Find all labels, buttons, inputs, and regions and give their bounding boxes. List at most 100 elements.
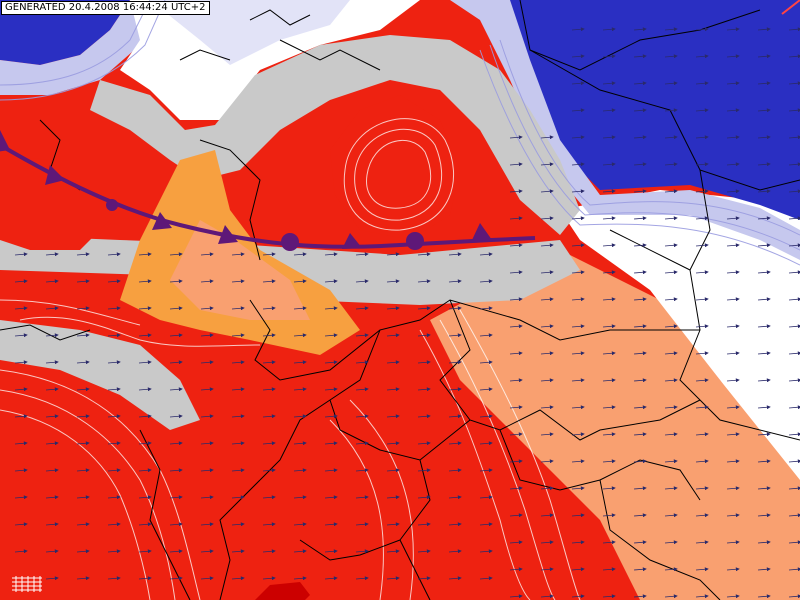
arrow-icon bbox=[664, 486, 678, 491]
arrow-icon bbox=[540, 432, 554, 437]
arrow-icon bbox=[726, 243, 740, 248]
arrow-icon bbox=[571, 351, 585, 356]
arrow-icon bbox=[509, 567, 523, 572]
arrow-icon bbox=[479, 522, 493, 527]
arrow-icon bbox=[695, 135, 709, 140]
arrow-icon bbox=[757, 351, 771, 356]
arrow-icon bbox=[107, 549, 121, 554]
arrow-icon bbox=[293, 441, 307, 446]
arrow-icon bbox=[633, 270, 647, 275]
arrow-icon bbox=[664, 405, 678, 410]
arrow-icon bbox=[633, 540, 647, 545]
grey-band-west bbox=[0, 320, 200, 430]
arrow-icon bbox=[540, 405, 554, 410]
arrow-icon bbox=[571, 567, 585, 572]
arrow-icon bbox=[324, 495, 338, 500]
arrow-icon bbox=[262, 306, 276, 311]
arrow-icon bbox=[200, 495, 214, 500]
arrow-icon bbox=[788, 81, 800, 86]
arrow-icon bbox=[757, 297, 771, 302]
arrow-icon bbox=[293, 576, 307, 581]
arrow-icon bbox=[169, 252, 183, 257]
arrow-icon bbox=[448, 279, 462, 284]
arrow-icon bbox=[571, 81, 585, 86]
arrow-icon bbox=[14, 306, 28, 311]
arrow-icon bbox=[262, 576, 276, 581]
cold-region-northwest bbox=[0, 0, 130, 65]
arrow-icon bbox=[479, 360, 493, 365]
arrow-icon bbox=[788, 216, 800, 221]
arrow-icon bbox=[386, 387, 400, 392]
arrow-icon bbox=[726, 513, 740, 518]
arrow-icon bbox=[14, 333, 28, 338]
arrow-icon bbox=[757, 54, 771, 59]
arrow-icon bbox=[138, 522, 152, 527]
arrow-icon bbox=[757, 162, 771, 167]
arrow-icon bbox=[509, 216, 523, 221]
arrow-icon bbox=[664, 135, 678, 140]
arrow-icon bbox=[76, 576, 90, 581]
arrow-icon bbox=[664, 378, 678, 383]
arrow-icon bbox=[448, 333, 462, 338]
arrow-icon bbox=[757, 513, 771, 518]
arrow-icon bbox=[231, 414, 245, 419]
arrow-icon bbox=[231, 522, 245, 527]
arrow-icon bbox=[788, 189, 800, 194]
arrow-icon bbox=[788, 297, 800, 302]
arrow-icon bbox=[633, 567, 647, 572]
arrow-icon bbox=[386, 576, 400, 581]
arrow-icon bbox=[726, 270, 740, 275]
arrow-icon bbox=[231, 252, 245, 257]
arrow-icon bbox=[633, 135, 647, 140]
cold-transition-band bbox=[450, 0, 800, 260]
arrow-icon bbox=[107, 441, 121, 446]
arrow-icon bbox=[602, 81, 616, 86]
cold-contours bbox=[0, 0, 800, 266]
arrow-icon bbox=[695, 405, 709, 410]
dark-red-spot-south bbox=[255, 582, 310, 600]
arrow-icon bbox=[231, 441, 245, 446]
arrow-icon bbox=[200, 252, 214, 257]
arrow-icon bbox=[571, 513, 585, 518]
arrow-icon bbox=[200, 414, 214, 419]
arrow-icon bbox=[509, 135, 523, 140]
arrow-icon bbox=[509, 594, 523, 599]
arrow-icon bbox=[633, 351, 647, 356]
arrow-icon bbox=[664, 108, 678, 113]
arrow-icon bbox=[169, 279, 183, 284]
arrow-icon bbox=[788, 324, 800, 329]
arrow-icon bbox=[571, 486, 585, 491]
arrow-icon bbox=[726, 378, 740, 383]
arrow-icon bbox=[14, 414, 28, 419]
arrow-icon bbox=[664, 297, 678, 302]
arrow-icon bbox=[757, 594, 771, 599]
arrow-icon bbox=[448, 495, 462, 500]
arrow-icon bbox=[386, 549, 400, 554]
arrow-icon bbox=[448, 252, 462, 257]
arrow-icon bbox=[540, 270, 554, 275]
light-orange-region bbox=[430, 250, 800, 600]
arrow-icon bbox=[726, 135, 740, 140]
arrow-icon bbox=[602, 486, 616, 491]
arrow-icon bbox=[695, 594, 709, 599]
arrow-icon bbox=[788, 378, 800, 383]
arrow-icon bbox=[479, 468, 493, 473]
arrow-icon bbox=[571, 378, 585, 383]
arrow-icon bbox=[757, 108, 771, 113]
arrow-icon bbox=[107, 414, 121, 419]
front-line bbox=[0, 143, 536, 249]
arrow-icon bbox=[602, 324, 616, 329]
arrow-icon bbox=[262, 549, 276, 554]
arrow-icon bbox=[448, 414, 462, 419]
arrow-icon bbox=[169, 306, 183, 311]
arrow-icon bbox=[386, 495, 400, 500]
arrow-icon bbox=[664, 54, 678, 59]
arrow-icon bbox=[479, 387, 493, 392]
arrow-icon bbox=[324, 279, 338, 284]
arrow-icon bbox=[76, 360, 90, 365]
arrow-icon bbox=[633, 216, 647, 221]
arrow-icon bbox=[293, 495, 307, 500]
arrow-icon bbox=[169, 414, 183, 419]
arrow-icon bbox=[76, 306, 90, 311]
arrow-icon bbox=[788, 135, 800, 140]
